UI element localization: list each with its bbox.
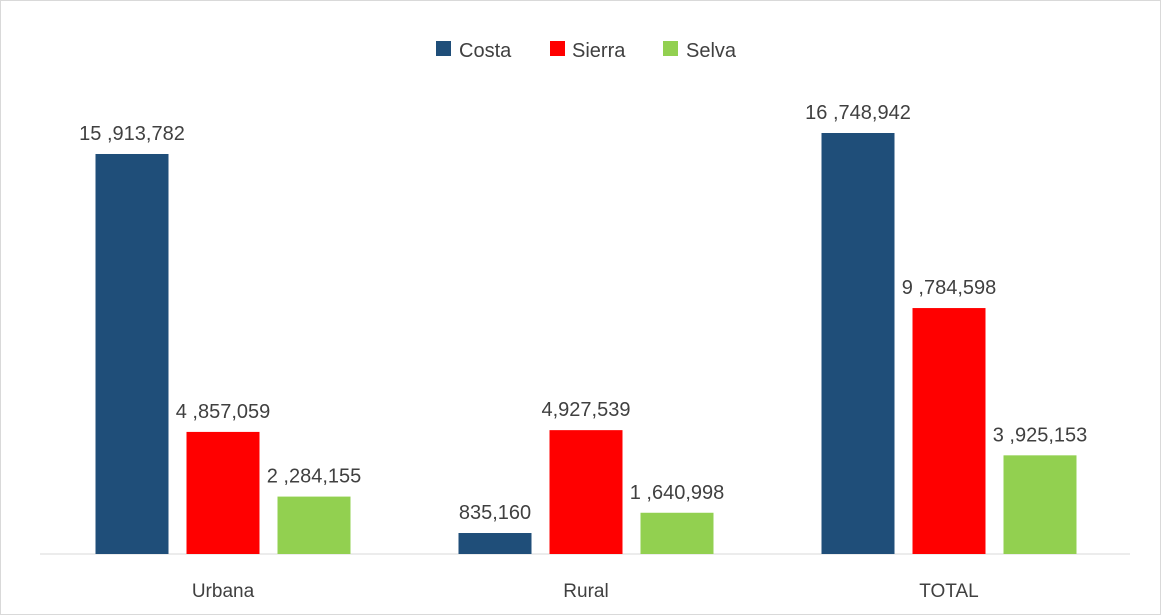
- data-label-selva-rural: 1 ,640,998: [630, 482, 725, 504]
- bar-sierra-urbana: [186, 431, 260, 554]
- bar-costa-total: [821, 133, 895, 554]
- legend-label-sierra: Sierra: [572, 40, 626, 62]
- legend-label-costa: Costa: [459, 40, 512, 62]
- data-label-sierra-urbana: 4 ,857,059: [176, 401, 271, 423]
- category-label-urbana: Urbana: [192, 581, 255, 602]
- bar-selva-rural: [640, 512, 714, 554]
- legend-swatch-costa: [436, 41, 451, 56]
- data-label-sierra-rural: 4,927,539: [542, 399, 631, 421]
- legend-swatch-sierra: [550, 41, 565, 56]
- bar-sierra-rural: [549, 430, 623, 554]
- data-label-selva-total: 3 ,925,153: [993, 424, 1088, 446]
- bar-sierra-total: [912, 308, 986, 554]
- data-label-selva-urbana: 2 ,284,155: [267, 466, 362, 488]
- category-label-rural: Rural: [563, 581, 608, 602]
- bar-costa-urbana: [95, 153, 169, 555]
- bar-costa-rural: [458, 533, 532, 554]
- data-label-costa-urbana: 15 ,913,782: [79, 123, 185, 145]
- data-label-costa-total: 16 ,748,942: [805, 102, 911, 124]
- legend-label-selva: Selva: [686, 40, 737, 62]
- legend-swatch-selva: [663, 41, 678, 56]
- data-label-costa-rural: 835,160: [459, 502, 531, 524]
- data-label-sierra-total: 9 ,784,598: [902, 277, 997, 299]
- bar-selva-total: [1003, 455, 1077, 554]
- bar-selva-urbana: [277, 496, 351, 554]
- category-label-total: TOTAL: [919, 581, 978, 602]
